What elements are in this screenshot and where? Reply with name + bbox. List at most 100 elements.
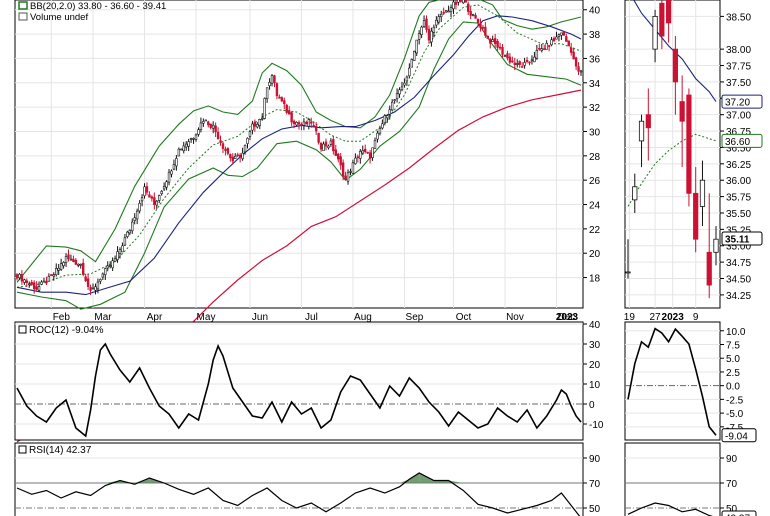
candle-body bbox=[454, 1, 458, 5]
candle-body bbox=[349, 171, 352, 173]
inset-candle-body bbox=[625, 271, 631, 274]
candle-body bbox=[474, 15, 477, 19]
candle-body bbox=[197, 129, 200, 135]
candle-body bbox=[420, 26, 423, 35]
inset-candles bbox=[625, 0, 719, 299]
candle-body bbox=[278, 96, 281, 99]
inset-ytick-label: 38.00 bbox=[726, 45, 751, 56]
candle-body bbox=[560, 32, 563, 36]
candle-body bbox=[513, 62, 516, 65]
middle-band-path bbox=[16, 4, 582, 288]
main-ytick-label: 38 bbox=[589, 30, 601, 41]
candle-body bbox=[285, 104, 288, 113]
candle-body bbox=[413, 50, 416, 61]
roc-value-tag-label: -9.04 bbox=[725, 431, 748, 442]
candle-body bbox=[307, 119, 311, 127]
candle-body bbox=[417, 33, 421, 40]
candle-body bbox=[476, 18, 480, 24]
candle-body bbox=[493, 38, 497, 44]
candle-body bbox=[533, 56, 536, 63]
candle-body bbox=[398, 89, 401, 95]
candle-body bbox=[35, 286, 38, 290]
candle-body bbox=[425, 18, 428, 30]
candle-body bbox=[94, 286, 97, 291]
candle-body bbox=[466, 3, 470, 12]
candle-body bbox=[550, 39, 553, 46]
candle-body bbox=[491, 39, 494, 42]
main-ytick-label: 28 bbox=[589, 152, 601, 163]
candle-body bbox=[224, 148, 227, 151]
inset-candle-body bbox=[686, 94, 692, 194]
inset-rsi-line bbox=[627, 502, 714, 516]
candle-body bbox=[143, 186, 146, 197]
candle-body bbox=[381, 123, 384, 129]
candle-body bbox=[96, 281, 100, 290]
candle-body bbox=[59, 263, 63, 270]
ma50-line bbox=[16, 15, 582, 296]
candle-body bbox=[444, 10, 448, 13]
bollinger-swatch-icon bbox=[18, 1, 28, 10]
candle-body bbox=[111, 260, 114, 269]
rsi-ytick-label: 70 bbox=[589, 479, 601, 490]
candle-body bbox=[295, 122, 298, 126]
main-ytick-label: 40 bbox=[589, 6, 601, 17]
inset-roc-frame bbox=[624, 321, 721, 441]
candle-body bbox=[253, 121, 257, 127]
main-ytick-label: 34 bbox=[589, 79, 601, 90]
candle-body bbox=[390, 101, 394, 111]
candle-body bbox=[138, 202, 141, 212]
candle-body bbox=[238, 154, 242, 158]
rsi-path bbox=[16, 472, 581, 516]
inset-ytick-label: 37.00 bbox=[726, 111, 751, 122]
candle-body bbox=[55, 268, 58, 276]
inset-ytick-label: 37.50 bbox=[726, 78, 751, 89]
main-xtick-label: Feb bbox=[53, 312, 71, 323]
inset-bb-mid-path bbox=[627, 133, 717, 207]
candle-body bbox=[40, 281, 43, 285]
main-xtick-label: Jul bbox=[305, 312, 318, 323]
candle-body bbox=[194, 134, 198, 140]
candle-body bbox=[135, 210, 139, 220]
candle-body bbox=[489, 38, 492, 44]
main-xtick-label: Nov bbox=[506, 312, 524, 323]
candle-body bbox=[207, 121, 210, 126]
inset-ytick-label: 36.25 bbox=[726, 160, 751, 171]
candle-body bbox=[501, 47, 504, 55]
inset-candle-body bbox=[645, 114, 651, 129]
inset-candle-body bbox=[666, 0, 672, 24]
candle-body bbox=[523, 62, 526, 66]
inset-xtick-label: 2023 bbox=[662, 312, 685, 323]
candle-body bbox=[449, 7, 453, 12]
candle-body bbox=[567, 40, 570, 46]
inset-y-axis: 38.5038.0037.7537.5037.2537.0036.7536.50… bbox=[720, 12, 763, 302]
inset-roc-y-axis: 10.07.55.02.50.0-2.5-5.0-7.5-9.04 bbox=[720, 327, 757, 443]
candle-body bbox=[334, 149, 337, 156]
candle-body bbox=[106, 265, 109, 269]
inset-roc-ytick-label: 7.5 bbox=[726, 341, 740, 352]
price-value-tag-label: 35.11 bbox=[725, 235, 750, 246]
upper-band-path bbox=[16, 0, 582, 283]
roc-ytick-label: 30 bbox=[589, 340, 601, 351]
candle-body bbox=[400, 86, 404, 91]
price-value-tag-box bbox=[721, 231, 763, 246]
candle-body bbox=[572, 51, 575, 60]
inset-ytick-label: 37.75 bbox=[726, 62, 751, 73]
rsi-swatch-icon bbox=[18, 445, 27, 454]
candle-body bbox=[415, 39, 418, 54]
candle-body bbox=[116, 251, 119, 260]
candle-body bbox=[131, 221, 134, 232]
candle-body bbox=[86, 278, 90, 287]
inset-xtick-label: 27 bbox=[650, 312, 662, 323]
main-legend: BB(20,2.0) 33.80 - 36.60 - 39.41 Volume … bbox=[18, 1, 166, 23]
candle-body bbox=[162, 185, 166, 190]
candle-body bbox=[452, 1, 455, 10]
roc-ytick-label: 20 bbox=[589, 360, 601, 371]
candle-body bbox=[243, 144, 247, 153]
roc-ytick-label: 10 bbox=[589, 380, 601, 391]
rsi-overbought-fill bbox=[409, 473, 420, 483]
volume-swatch-icon bbox=[18, 12, 28, 21]
candle-body bbox=[557, 34, 561, 37]
main-xtick-label: Aug bbox=[354, 312, 372, 323]
candle-body bbox=[219, 140, 222, 143]
